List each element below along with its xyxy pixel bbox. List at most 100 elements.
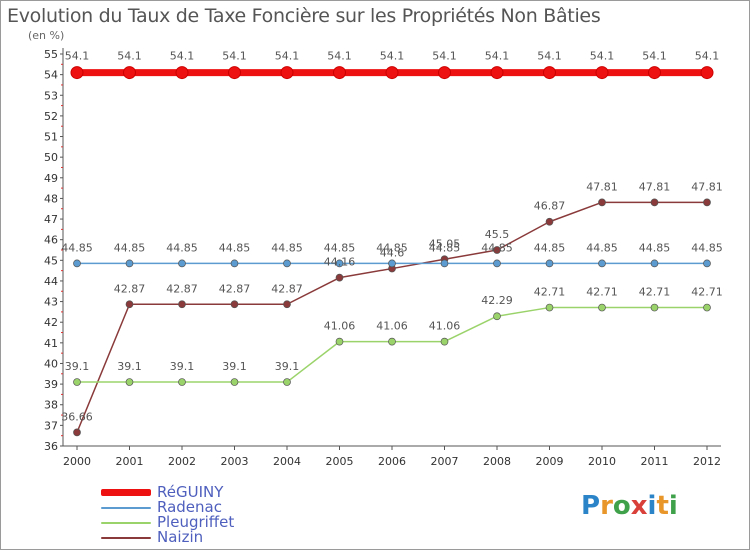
- legend-swatch-pleugriffet: [101, 522, 151, 524]
- data-label: 45.05: [429, 237, 461, 250]
- data-point: [388, 337, 396, 346]
- data-label: 42.29: [481, 294, 513, 307]
- data-label: 54.1: [537, 50, 562, 63]
- data-point: [335, 337, 344, 346]
- x-tick-label: 2004: [273, 455, 301, 468]
- data-point: [175, 66, 189, 80]
- data-point: [178, 378, 186, 386]
- y-tick-label: 46: [44, 234, 58, 247]
- data-label: 44.85: [324, 241, 356, 254]
- data-label: 39.1: [170, 360, 195, 373]
- data-label: 39.1: [275, 360, 300, 373]
- data-label: 44.85: [429, 241, 461, 254]
- data-label: 42.71: [586, 286, 618, 299]
- data-label: 44.85: [639, 241, 671, 254]
- data-label: 54.1: [485, 50, 510, 63]
- data-point: [283, 378, 291, 386]
- data-point: [703, 259, 711, 268]
- y-tick-label: 52: [44, 110, 58, 123]
- data-label: 42.87: [114, 282, 146, 295]
- data-label: 47.81: [586, 180, 618, 193]
- data-point: [703, 198, 711, 207]
- legend-label: RéGUINY: [157, 483, 224, 501]
- data-label: 54.1: [327, 50, 352, 63]
- y-tick-label: 36: [44, 440, 58, 453]
- y-tick-label: 49: [44, 172, 58, 185]
- data-label: 44.16: [324, 256, 356, 269]
- data-point: [283, 259, 291, 268]
- data-label: 54.1: [117, 50, 142, 63]
- data-label: 54.1: [275, 50, 300, 63]
- data-label: 36.66: [61, 410, 93, 423]
- data-label: 44.85: [271, 241, 303, 254]
- data-point: [700, 66, 714, 80]
- data-label: 44.85: [114, 241, 146, 254]
- data-point: [70, 66, 84, 80]
- data-point: [335, 259, 344, 268]
- data-point: [648, 66, 661, 80]
- x-tick-label: 2000: [63, 455, 91, 468]
- y-tick-label: 47: [44, 213, 58, 226]
- data-point: [440, 337, 449, 346]
- data-label: 44.85: [61, 241, 93, 254]
- data-label: 39.1: [65, 360, 90, 373]
- data-label: 54.1: [380, 50, 405, 63]
- y-tick-label: 39: [44, 378, 58, 391]
- data-label: 44.85: [166, 241, 198, 254]
- data-label: 44.85: [219, 241, 251, 254]
- data-label: 42.87: [166, 282, 198, 295]
- data-point: [493, 312, 501, 321]
- data-point: [125, 259, 134, 268]
- data-point: [438, 66, 451, 80]
- data-point: [440, 259, 449, 268]
- data-point: [598, 259, 606, 268]
- legend-label: Naizin: [157, 528, 204, 546]
- y-tick-label: 48: [44, 192, 58, 205]
- data-label: 54.1: [642, 50, 667, 63]
- data-label: 54.1: [222, 50, 247, 63]
- data-label: 46.87: [534, 200, 566, 213]
- legend-label: Radenac: [157, 498, 222, 516]
- y-tick-label: 40: [44, 357, 58, 370]
- x-tick-label: 2008: [483, 455, 511, 468]
- data-point: [123, 66, 136, 80]
- data-point: [228, 66, 241, 80]
- data-point: [178, 300, 186, 309]
- data-label: 44.85: [691, 241, 723, 254]
- legend-label: Pleugriffet: [157, 513, 235, 531]
- data-label: 44.85: [586, 241, 618, 254]
- data-point: [73, 378, 81, 386]
- y-tick-label: 50: [44, 151, 58, 164]
- y-tick-label: 42: [44, 316, 58, 329]
- x-tick-label: 2010: [588, 455, 616, 468]
- data-point: [125, 300, 134, 309]
- y-tick-label: 55: [44, 48, 58, 61]
- data-label: 39.1: [222, 360, 247, 373]
- data-point: [230, 300, 239, 309]
- data-point: [335, 273, 344, 282]
- y-tick-label: 44: [44, 275, 58, 288]
- data-label: 44.85: [481, 241, 513, 254]
- data-point: [650, 259, 659, 268]
- data-point: [73, 428, 81, 437]
- data-point: [545, 217, 554, 226]
- data-point: [493, 246, 501, 254]
- data-point: [230, 259, 239, 268]
- data-label: 54.1: [695, 50, 720, 63]
- data-label: 44.6: [380, 247, 405, 260]
- data-label: 45.5: [485, 228, 510, 241]
- data-point: [545, 259, 554, 268]
- x-tick-label: 2011: [641, 455, 669, 468]
- x-tick-label: 2001: [116, 455, 144, 468]
- data-label: 41.06: [376, 320, 408, 333]
- x-tick-label: 2009: [536, 455, 564, 468]
- data-point: [73, 259, 81, 268]
- x-tick-label: 2012: [693, 455, 721, 468]
- data-label: 54.1: [65, 50, 90, 63]
- data-point: [703, 303, 711, 312]
- y-tick-label: 51: [44, 131, 58, 144]
- data-point: [543, 66, 556, 80]
- data-point: [125, 378, 134, 386]
- y-tick-label: 38: [44, 399, 58, 412]
